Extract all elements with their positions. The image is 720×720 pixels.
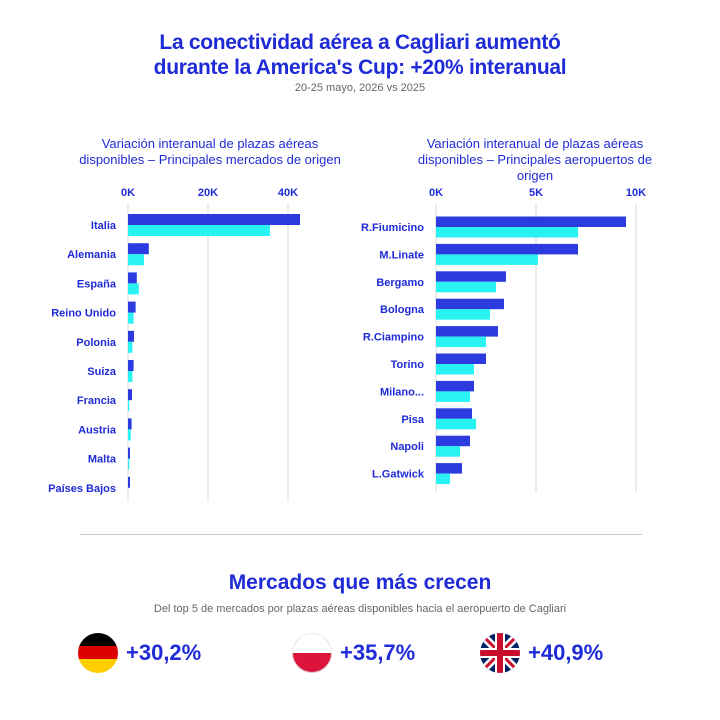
- bar-series-2: [128, 458, 130, 470]
- bar-series-1: [436, 271, 506, 282]
- category-label: R.Ciampino: [363, 332, 424, 344]
- title-line-2: durante la America's Cup: +20% interanua…: [153, 56, 567, 79]
- bar-series-1: [436, 216, 626, 227]
- bar-series-2: [436, 391, 470, 402]
- right-chart-title-line-1: Variación interanual de plazas aéreas: [426, 136, 644, 151]
- page-title: La conectividad aérea a Cagliari aumentó…: [0, 30, 720, 80]
- bar-series-1: [436, 353, 486, 364]
- right-chart-title: Variación interanual de plazas aéreas di…: [370, 136, 700, 184]
- category-label: Italia: [91, 220, 117, 232]
- bar-series-2: [128, 312, 134, 324]
- bar-series-2: [128, 371, 133, 382]
- poland-flag-icon: [292, 633, 332, 673]
- bar-series-2: [128, 254, 144, 266]
- bar-series-2: [128, 225, 270, 236]
- category-label: Malta: [88, 454, 117, 466]
- left-chart-title-line-2: disponibles – Principales mercados de or…: [79, 152, 341, 167]
- right-chart-title-line-3: origen: [516, 168, 554, 183]
- bar-series-1: [128, 389, 132, 401]
- markets-bar-chart: 0K 20K 40K Italia Alemania España Reino Unido P…: [48, 187, 300, 502]
- growth-value-uk: +40,9%: [528, 640, 604, 665]
- category-label: Alemania: [67, 249, 117, 261]
- bar-series-2: [128, 429, 131, 441]
- x-tick-label: 40K: [278, 187, 298, 199]
- x-tick-label: 10K: [626, 187, 646, 199]
- x-tick-label: 0K: [429, 187, 443, 199]
- category-label: Francia: [77, 395, 117, 407]
- section-divider: [80, 534, 642, 535]
- title-line-1: La conectividad aérea a Cagliari aumentó: [159, 31, 561, 54]
- bar-series-1: [436, 298, 504, 310]
- bar-series-1: [128, 214, 300, 225]
- category-label: Bergamo: [376, 277, 424, 289]
- category-label: Reino Unido: [51, 308, 116, 320]
- bar-series-1: [128, 418, 132, 430]
- bar-series-1: [436, 380, 474, 392]
- category-label: L.Gatwick: [372, 469, 425, 481]
- x-tick-label: 0K: [121, 187, 135, 199]
- category-label: Napoli: [390, 441, 424, 453]
- bar-series-1: [436, 463, 462, 474]
- bar-series-1: [128, 330, 134, 342]
- bar-series-1: [128, 272, 137, 284]
- category-label: Milano...: [380, 386, 424, 398]
- bar-series-1: [128, 243, 149, 255]
- bar-series-1: [436, 243, 578, 255]
- bar-series-1: [128, 447, 130, 459]
- bar-series-1: [436, 435, 470, 447]
- x-tick-label: 5K: [529, 187, 543, 199]
- growth-value-germany: +30,2%: [126, 640, 202, 665]
- growth-section-title: Mercados que más crecen: [228, 571, 492, 594]
- category-label: Torino: [391, 359, 425, 371]
- airports-bar-chart: 0K 5K 10K R.Fiumicino M.Linate Bergamo Bologna…: [361, 187, 646, 492]
- category-label: Polonia: [76, 337, 117, 349]
- bar-series-1: [436, 408, 472, 419]
- uk-flag-icon: [480, 633, 520, 673]
- growth-section-subtitle: Del top 5 de mercados por plazas aéreas …: [153, 603, 567, 615]
- bar-series-2: [436, 418, 476, 430]
- bar-series-1: [128, 301, 136, 313]
- bar-series-2: [436, 254, 538, 265]
- category-label: Bologna: [380, 304, 425, 316]
- page-subtitle: 20-25 mayo, 2026 vs 2025: [294, 82, 426, 94]
- category-label: M.Linate: [379, 249, 424, 261]
- bar-series-1: [128, 360, 134, 371]
- bar-series-2: [128, 400, 130, 412]
- bar-series-2: [436, 309, 490, 320]
- bar-series-2: [128, 283, 139, 295]
- bar-series-2: [436, 336, 486, 348]
- category-label: Pisa: [401, 414, 425, 426]
- bar-series-2: [436, 227, 578, 238]
- bar-series-2: [436, 364, 474, 375]
- bar-series-2: [436, 473, 450, 485]
- growth-item-uk: +40,9%: [480, 631, 603, 675]
- right-chart-title-line-2: disponibles – Principales aeropuertos de: [417, 152, 653, 167]
- bar-series-1: [128, 476, 130, 488]
- bar-series-2: [128, 341, 133, 353]
- growth-item-germany: +30,2%: [78, 631, 201, 675]
- x-tick-label: 20K: [198, 187, 218, 199]
- category-label: Países Bajos: [48, 483, 116, 495]
- left-chart-title: Variación interanual de plazas aéreas di…: [30, 136, 390, 168]
- bar-series-2: [436, 281, 496, 293]
- growth-item-poland: +35,7%: [292, 631, 415, 675]
- category-label: España: [77, 278, 117, 290]
- category-label: R.Fiumicino: [361, 222, 424, 234]
- bar-series-2: [436, 446, 460, 457]
- left-chart-title-line-1: Variación interanual de plazas aéreas: [101, 136, 319, 151]
- growth-value-poland: +35,7%: [340, 640, 416, 665]
- category-label: Austria: [78, 424, 117, 436]
- bar-series-1: [436, 326, 498, 337]
- germany-flag-icon: [78, 633, 118, 673]
- category-label: Suiza: [87, 366, 117, 378]
